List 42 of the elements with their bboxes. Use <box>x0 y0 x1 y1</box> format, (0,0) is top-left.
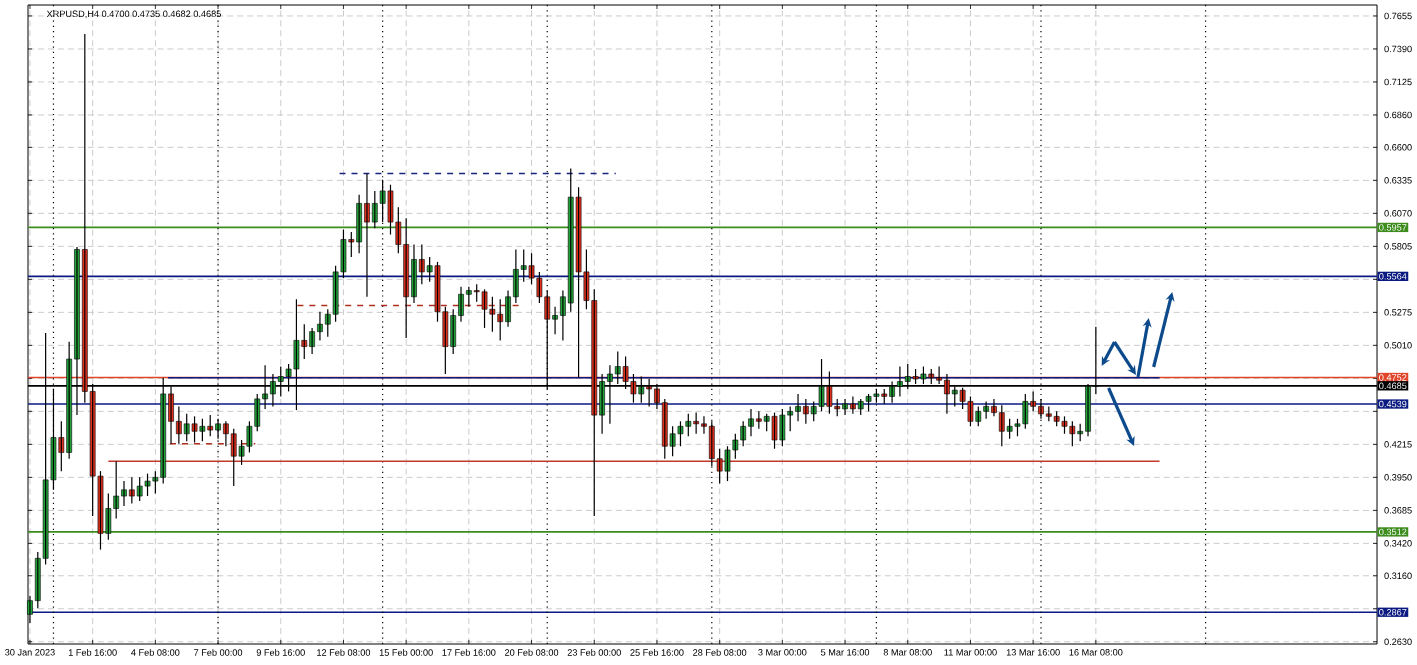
x-tick-label: 25 Feb 16:00 <box>630 649 684 656</box>
x-tick-label: 4 Feb 08:00 <box>131 649 180 656</box>
y-tick-label: 0.5275 <box>1384 309 1412 316</box>
x-tick-label: 28 Feb 08:00 <box>693 649 747 656</box>
text: XRPUSD,H4 0.4700 0.4735 0.4682 0.4685 <box>46 10 221 19</box>
y-tick-label: 0.3685 <box>1384 507 1412 514</box>
y-tick-label: 0.6070 <box>1384 210 1412 217</box>
x-tick-label: 20 Feb 08:00 <box>505 649 559 656</box>
ref-line-label: 0.2867 <box>1379 608 1407 616</box>
ref-line-label: 0.4685 <box>1379 382 1407 390</box>
y-tick-label: 0.5010 <box>1384 342 1412 349</box>
ref-line-label: 0.3512 <box>1379 528 1407 536</box>
y-tick-label: 0.3160 <box>1384 572 1412 579</box>
x-tick-label: 7 Feb 00:00 <box>194 649 243 656</box>
x-tick-label: 9 Feb 16:00 <box>256 649 305 656</box>
x-tick-label: 5 Mar 16:00 <box>820 649 870 656</box>
y-tick-label: 0.7390 <box>1384 45 1412 53</box>
y-tick-label: 0.7125 <box>1384 78 1412 86</box>
y-tick-label: 0.6335 <box>1384 177 1412 184</box>
x-tick-label: 8 Mar 08:00 <box>883 649 932 656</box>
y-tick-label: 0.3420 <box>1384 540 1412 547</box>
y-tick-label: 0.5805 <box>1384 243 1412 250</box>
x-tick-label: 11 Mar 00:00 <box>944 649 997 656</box>
ref-line-label: 0.5957 <box>1379 224 1407 231</box>
ref-line-label: 0.5564 <box>1379 273 1407 280</box>
ref-line-label: 0.4752 <box>1379 374 1407 381</box>
y-tick-label: 0.7655 <box>1384 12 1412 20</box>
x-tick-label: 16 Mar 08:00 <box>1069 649 1123 656</box>
x-tick-label: 30 Jan 2023 <box>5 649 55 656</box>
x-tick-label: 1 Feb 16:00 <box>68 649 117 656</box>
y-tick-label: 0.3950 <box>1384 474 1412 481</box>
y-tick-label: 0.2630 <box>1384 638 1412 646</box>
x-tick-label: 12 Feb 08:00 <box>317 649 371 656</box>
y-tick-label: 0.6600 <box>1384 144 1412 151</box>
x-tick-label: 23 Feb 00:00 <box>567 649 621 656</box>
y-tick-label: 0.4215 <box>1384 441 1412 448</box>
x-tick-label: 17 Feb 16:00 <box>442 649 496 656</box>
ref-line-label: 0.4539 <box>1379 400 1407 408</box>
x-tick-label: 3 Mar 00:00 <box>758 649 807 656</box>
x-tick-label: 13 Mar 16:00 <box>1006 649 1060 656</box>
y-tick-label: 0.6860 <box>1384 111 1412 119</box>
x-tick-label: 15 Feb 00:00 <box>379 649 433 656</box>
